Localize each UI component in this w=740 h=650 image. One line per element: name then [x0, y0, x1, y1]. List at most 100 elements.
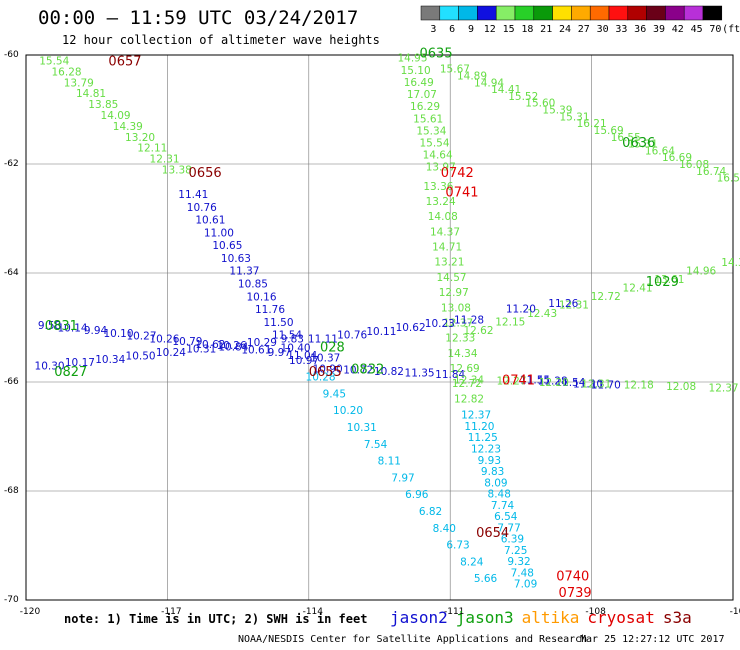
plot-frame: [25, 54, 734, 601]
swh-value-label: 16.55: [611, 132, 641, 144]
swh-value-label: 7.09: [514, 579, 537, 591]
pass-time-label: 0831: [45, 319, 78, 334]
swh-value-label: 10.61: [195, 215, 225, 227]
y-tick-label: -64: [4, 268, 19, 278]
swh-value-label: 10.29: [247, 337, 277, 349]
swh-value-label: 11.37: [229, 266, 259, 278]
colorbar-tick-label: 42: [672, 24, 684, 35]
swh-value-label: 13.21: [434, 257, 464, 269]
swh-value-label: 14.08: [428, 211, 458, 223]
swh-value-label: 11.28: [454, 314, 484, 326]
colorbar-swatch: [552, 5, 572, 21]
time-labels: 0657 0656 0655 0654 0635 0636 0742 0741 0741 0740…: [45, 46, 679, 601]
colorbar-swatch: [608, 5, 629, 21]
x-tick-label: -120: [20, 607, 41, 617]
x-tick-label: -108: [585, 607, 606, 617]
pass-time-label: 0741: [502, 373, 535, 388]
swh-value-label: 10.62: [195, 339, 225, 351]
colorbar-swatch: [458, 5, 478, 21]
swh-value-label: 14.71: [432, 242, 462, 254]
colorbar-swatch: [439, 5, 459, 21]
swh-value-label: 17.07: [407, 89, 437, 101]
swh-value-label: 10.34: [95, 354, 125, 366]
swh-value-label: 7.74: [491, 500, 515, 512]
colorbar-swatch: [477, 5, 497, 21]
swh-value-label: 12.34: [454, 374, 484, 386]
swh-value-label: 7.54: [364, 439, 388, 451]
satellite-legend-s3a: s3a: [662, 608, 692, 627]
satellite-legend-jason3: jason3: [455, 608, 514, 627]
swh-value-label: 6.96: [405, 489, 429, 501]
swh-value-label: 16.5: [717, 173, 740, 185]
chart-title: 00:00 – 11:59 UTC 03/24/2017: [38, 7, 359, 29]
colorbar-tick-label: 6: [449, 24, 455, 35]
pass-time-label: 0827: [54, 365, 87, 380]
swh-value-label: 11.84: [435, 369, 465, 381]
footer-note: note: 1) Time is in UTC; 2) SWH is in fe…: [64, 612, 368, 626]
x-tick-label: -117: [161, 607, 181, 617]
colorbar-tick-label: 18: [521, 24, 533, 35]
swh-value-label: 10.37: [310, 352, 340, 364]
colorbar-swatch: [702, 5, 723, 21]
swh-value-label: 13.20: [125, 132, 155, 144]
pass-time-label: 028: [320, 341, 345, 356]
swh-value-label: 10.90: [313, 363, 343, 375]
swh-value-label: 11.35: [405, 367, 435, 379]
swh-value-label: 16.28: [52, 66, 82, 78]
swh-value-label: 16.64: [645, 145, 675, 157]
swh-value-label: 12.23: [471, 443, 501, 455]
swh-value-label: 13.38: [162, 164, 192, 176]
colorbar-tick-label: 36: [634, 24, 646, 35]
colorbar-swatch: [646, 5, 666, 21]
swh-value-label: 15.39: [542, 105, 572, 117]
swh-value-label: 6.54: [494, 511, 518, 523]
swh-value-label: 8.11: [378, 456, 401, 468]
swh-value-label: 16.08: [679, 159, 709, 171]
swh-value-label: 12.72: [452, 378, 482, 390]
y-tick-label: -70: [4, 595, 19, 605]
swh-value-label: 8.24: [460, 556, 484, 568]
pass-time-label: 0832: [351, 362, 384, 377]
swh-value-label: 10.26: [149, 333, 179, 345]
swh-value-label: 13.08: [441, 302, 471, 314]
swh-value-label: 12.41: [623, 283, 653, 295]
swh-value-label: 6.39: [501, 534, 524, 546]
swh-value-label: 16.49: [404, 77, 434, 89]
swh-value-label: 12.43: [527, 308, 557, 320]
swh-value-label: 11.41: [178, 189, 208, 201]
wave-height-labels: 15.5416.2813.7914.8113.8514.0914.3913.20…: [35, 53, 740, 591]
swh-value-label: 10.97: [289, 355, 319, 367]
swh-value-label: 15.31: [628, 139, 658, 151]
swh-value-label: 9.94: [84, 325, 108, 337]
colorbar-swatch: [627, 5, 647, 21]
swh-value-label: 10.31: [347, 422, 377, 434]
swh-value-label: 10.82: [374, 366, 404, 378]
pass-time-label: 0636: [622, 136, 655, 151]
swh-value-label: 10.76: [337, 330, 367, 342]
axis-tick-labels: -120 -117 -114 -111 -108 -10 -60 -62 -64 -66 -68 -7…: [4, 50, 740, 617]
swh-value-label: 10.50: [126, 350, 156, 362]
swh-value-label: 14.39: [113, 121, 143, 133]
swh-value-label: 15.54: [39, 55, 69, 67]
swh-value-label: 11.54: [555, 377, 585, 389]
colorbar-swatch: [514, 5, 535, 21]
swh-value-label: 15.69: [594, 125, 624, 137]
swh-value-label: 7.48: [511, 567, 534, 579]
swh-value-label: 11.25: [468, 432, 498, 444]
x-tick-label: -111: [444, 607, 464, 617]
x-tick-label: -114: [303, 607, 324, 617]
swh-value-label: 14.96: [686, 266, 716, 278]
swh-value-label: 10.72: [343, 365, 373, 377]
satellite-legend-cryosat: cryosat: [587, 608, 655, 627]
swh-value-label: 12.33: [445, 333, 475, 345]
colorbar-tick-label: 9: [468, 24, 474, 35]
colorbar-swatch: [420, 5, 441, 21]
swh-value-label: 12.31: [559, 300, 589, 312]
satellite-legend: jason2 jason3 altika cryosat s3a: [390, 608, 700, 627]
satellite-legend-altika: altika: [521, 608, 580, 627]
swh-value-label: 14.64: [423, 150, 453, 162]
swh-value-label: 13.36: [423, 181, 453, 193]
swh-value-label: 9.32: [507, 556, 530, 568]
